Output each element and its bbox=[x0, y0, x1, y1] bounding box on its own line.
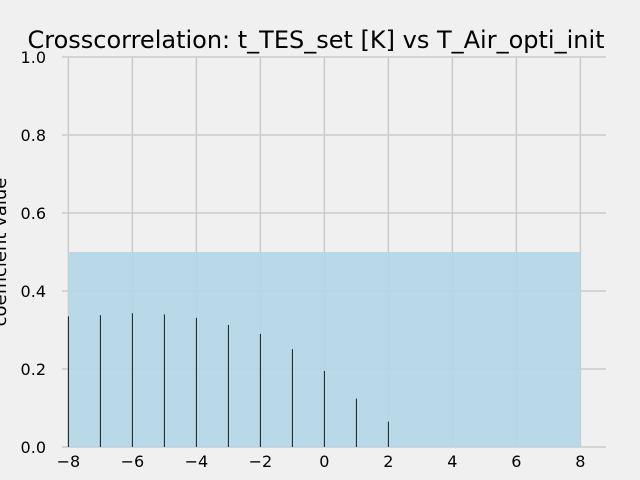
x-tick-label-7: 6 bbox=[511, 452, 521, 471]
y-axis-label: coefficient value bbox=[0, 178, 11, 327]
x-tick-label-6: 4 bbox=[447, 452, 457, 471]
x-tick-label-8: 8 bbox=[575, 452, 585, 471]
x-tick-label-3: −2 bbox=[249, 452, 273, 471]
bars bbox=[67, 313, 389, 447]
y-tick-label-4: 0.8 bbox=[21, 126, 46, 145]
y-tick-label-2: 0.4 bbox=[21, 282, 46, 301]
x-tick-labels: −8 −6 −4 −2 0 2 4 6 8 bbox=[57, 452, 586, 471]
y-tick-label-5: 1.0 bbox=[21, 48, 46, 67]
x-tick-label-5: 2 bbox=[383, 452, 393, 471]
y-tick-label-3: 0.6 bbox=[21, 204, 46, 223]
x-tick-label-1: −6 bbox=[121, 452, 145, 471]
x-tick-label-0: −8 bbox=[57, 452, 81, 471]
y-tick-labels: 0.0 0.2 0.4 0.6 0.8 1.0 bbox=[21, 48, 46, 457]
x-tick-label-2: −4 bbox=[185, 452, 209, 471]
x-tick-label-4: 0 bbox=[319, 452, 329, 471]
chart-title: Crosscorrelation: t_TES_set [K] vs T_Air… bbox=[27, 26, 604, 54]
y-tick-label-1: 0.2 bbox=[21, 360, 46, 379]
y-tick-label-0: 0.0 bbox=[21, 438, 46, 457]
